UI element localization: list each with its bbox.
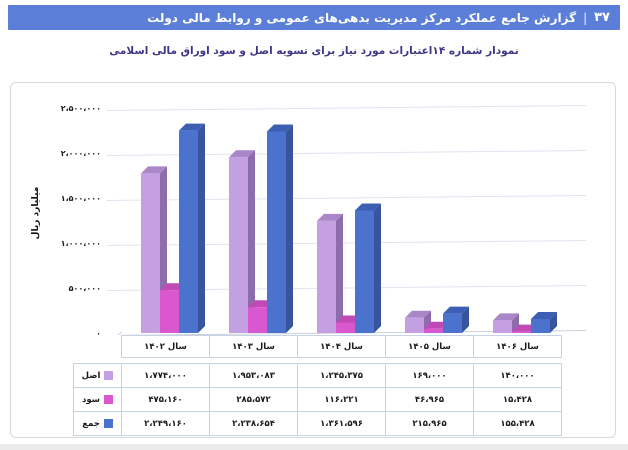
bar-front-face: [179, 130, 198, 333]
bar-side-face: [462, 306, 469, 333]
bar-side-face: [374, 203, 381, 333]
bar-series2-cat2: [355, 203, 381, 333]
legend-swatch: [104, 395, 114, 404]
year-cell: سال ۱۴۰۵: [385, 335, 474, 358]
bar-front-face: [443, 313, 462, 333]
bar-series0-cat2: [317, 213, 343, 333]
bar-front-face: [141, 173, 160, 333]
y-tick-label: ۱،۰۰۰،۰۰۰: [61, 239, 101, 248]
bar-front-face: [355, 210, 374, 333]
bar-chart-canvas: ۰ ۵۰۰،۰۰۰ ۱،۰۰۰،۰۰۰ ۱،۵۰۰،۰۰۰ ۲،۰۰۰،۰۰۰ ۲،۵۰۰…: [61, 104, 587, 335]
bar-side-face: [198, 123, 205, 334]
value-cell: ۱۱۶،۲۲۱: [297, 387, 386, 412]
bar-series0-cat1: [229, 150, 255, 333]
bar-front-face: [512, 331, 531, 333]
legend-label: جمع: [82, 418, 100, 429]
legend-cell: سود: [73, 387, 122, 412]
legend-cell: جمع: [73, 411, 122, 436]
bar-front-face: [405, 317, 424, 333]
value-cell: ۱۶۹،۰۰۰: [385, 363, 474, 388]
legend-swatch: [103, 419, 113, 428]
bar-top-face: [229, 150, 255, 158]
bar-side-face: [286, 124, 293, 333]
value-cell: ۱۵۵،۴۲۸: [473, 411, 562, 436]
bar-front-face: [317, 220, 336, 333]
legend-swatch: [104, 371, 114, 380]
value-cell: ۱،۹۵۳،۰۸۳: [209, 363, 298, 388]
legend-label: سود: [81, 394, 101, 405]
y-tick-label: ۲،۵۰۰،۰۰۰: [61, 104, 101, 113]
legend-label: اصل: [81, 370, 101, 381]
bar-series2-cat1: [267, 124, 293, 333]
bar-top-face: [493, 313, 519, 321]
y-tick-label: ۲،۰۰۰،۰۰۰: [61, 149, 101, 158]
value-cell: ۱،۷۷۴،۰۰۰: [121, 363, 210, 388]
header-separator: |: [583, 10, 588, 25]
bar-top-face: [355, 203, 381, 211]
gridline: [106, 240, 587, 246]
footer-strip: [0, 444, 628, 450]
y-tick-label: ۰: [96, 329, 101, 335]
bar-side-face: [550, 312, 557, 333]
page-number: ۳۷: [594, 10, 610, 25]
bar-front-face: [248, 307, 267, 333]
bar-side-face: [248, 150, 255, 333]
bar-top-face: [405, 310, 431, 318]
chart-title: نمودار شماره ۱۴اعتبارات مورد نیاز برای ت…: [109, 45, 519, 57]
bar-series0-cat4: [493, 313, 519, 333]
bar-front-face: [229, 157, 248, 333]
bar-top-face: [443, 306, 469, 314]
bar-series2-cat4: [531, 312, 557, 333]
legend-cell: اصل: [73, 363, 122, 388]
bar-top-face: [317, 213, 343, 221]
value-cell: ۱،۳۶۱،۵۹۶: [297, 411, 386, 436]
year-cell: سال ۱۴۰۲: [121, 335, 210, 358]
year-cell: سال ۱۴۰۶: [473, 335, 562, 358]
value-cell: ۴۶،۹۶۵: [385, 387, 474, 412]
floor-edge: [117, 331, 123, 335]
bar-side-face: [512, 313, 519, 333]
value-cell: ۱۵،۴۲۸: [473, 387, 562, 412]
bar-side-face: [336, 213, 343, 333]
value-cell: ۲،۲۴۹،۱۶۰: [121, 411, 210, 436]
gridline: [106, 150, 587, 156]
year-cell: سال ۱۴۰۴: [297, 335, 386, 358]
value-cell: ۱۴۰،۰۰۰: [473, 363, 562, 388]
bar-front-face: [336, 322, 355, 333]
value-cell: ۲،۲۳۸،۶۵۴: [209, 411, 298, 436]
bar-top-face: [179, 123, 205, 131]
report-header: ۳۷ | گزارش جامع عملکرد مرکز مدیریت بدهی‌…: [8, 5, 620, 30]
gridline: [106, 195, 587, 201]
bar-front-face: [160, 290, 179, 333]
bar-front-face: [531, 319, 550, 333]
bar-front-face: [493, 320, 512, 333]
header-title: گزارش جامع عملکرد مرکز مدیریت بدهی‌های ع…: [147, 10, 577, 25]
y-axis-title: میلیارد ریال: [31, 186, 41, 240]
value-cell: ۴۷۵،۱۶۰: [121, 387, 210, 412]
year-cell: سال ۱۴۰۳: [209, 335, 298, 358]
value-cell: ۱،۲۴۵،۳۷۵: [297, 363, 386, 388]
y-tick-label: ۱،۵۰۰،۰۰۰: [61, 194, 101, 203]
value-cell: ۲۸۵،۵۷۲: [209, 387, 298, 412]
y-tick-label: ۵۰۰،۰۰۰: [69, 284, 101, 293]
value-cell: ۲۱۵،۹۶۵: [385, 411, 474, 436]
bar-series2-cat0: [179, 123, 205, 334]
bar-top-face: [267, 124, 293, 132]
gridline: [106, 105, 587, 111]
bar-top-face: [141, 166, 167, 174]
bar-top-face: [531, 312, 557, 320]
bar-front-face: [267, 131, 286, 333]
bar-series2-cat3: [443, 306, 469, 333]
chart-card: ۰ ۵۰۰،۰۰۰ ۱،۰۰۰،۰۰۰ ۱،۵۰۰،۰۰۰ ۲،۰۰۰،۰۰۰ ۲،۵۰۰…: [10, 82, 616, 438]
bar-front-face: [424, 328, 443, 333]
